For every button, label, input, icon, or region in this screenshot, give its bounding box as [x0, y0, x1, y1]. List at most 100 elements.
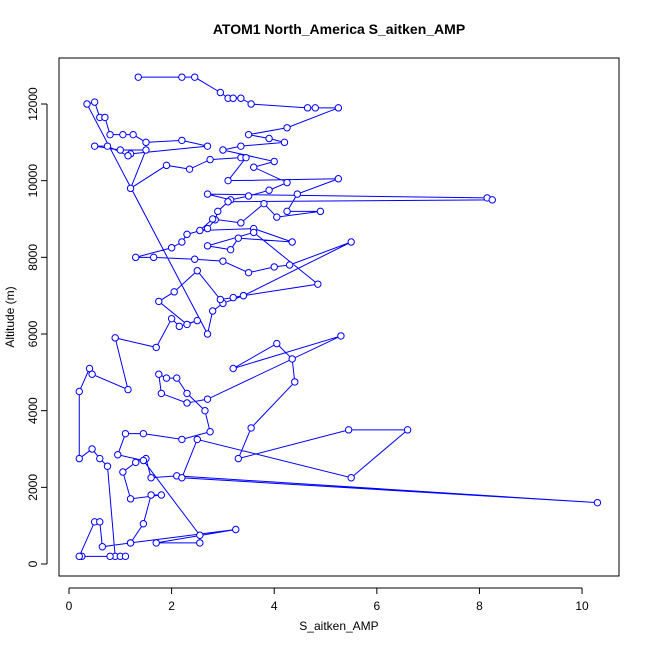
point — [291, 378, 299, 386]
point — [106, 130, 114, 139]
point — [203, 242, 212, 250]
point — [273, 213, 281, 221]
point — [237, 219, 245, 227]
point — [234, 234, 243, 242]
point — [178, 474, 186, 482]
point — [142, 138, 150, 147]
point — [124, 152, 132, 160]
point — [314, 280, 322, 288]
point — [237, 142, 245, 150]
point — [142, 146, 150, 154]
point — [98, 543, 107, 551]
point — [196, 226, 204, 235]
y-tick-label: 6000 — [26, 320, 40, 347]
point — [126, 495, 135, 503]
point — [334, 104, 343, 112]
point — [121, 429, 130, 438]
point — [75, 552, 83, 561]
point — [173, 374, 181, 382]
point — [124, 385, 132, 394]
point — [203, 395, 212, 403]
point — [196, 531, 204, 539]
point — [283, 207, 291, 216]
point — [214, 207, 222, 216]
point — [175, 322, 184, 331]
point — [193, 316, 201, 325]
point — [85, 364, 94, 373]
point — [157, 491, 166, 499]
point — [203, 224, 212, 233]
point — [293, 190, 302, 198]
point — [237, 94, 245, 102]
point — [178, 435, 186, 444]
point — [147, 474, 155, 482]
point — [232, 525, 240, 534]
point — [119, 468, 127, 476]
point — [152, 343, 160, 352]
point — [347, 474, 355, 482]
point — [244, 130, 253, 139]
point — [250, 228, 258, 237]
point — [132, 253, 140, 262]
point — [183, 399, 191, 407]
x-tick-label: 8 — [476, 599, 483, 613]
point — [316, 207, 325, 216]
point — [183, 389, 191, 398]
x-tick-label: 6 — [373, 599, 380, 613]
point — [157, 389, 166, 398]
x-axis-label: S_aitken_AMP — [299, 619, 378, 633]
point — [201, 406, 209, 415]
point — [170, 288, 178, 296]
chart-title: ATOM1 North_America S_aitken_AMP — [213, 21, 465, 37]
point — [129, 130, 137, 139]
point — [226, 245, 235, 254]
x-tick-label: 10 — [575, 599, 589, 613]
point — [191, 73, 199, 81]
point — [234, 454, 243, 463]
point — [178, 238, 186, 246]
point — [75, 454, 83, 463]
point — [103, 142, 112, 150]
point — [593, 498, 602, 507]
point — [270, 263, 278, 271]
point — [206, 155, 214, 164]
point — [162, 374, 171, 382]
point — [285, 261, 294, 269]
point — [88, 445, 96, 453]
point — [224, 198, 232, 206]
point — [208, 307, 217, 315]
plot-frame — [58, 57, 620, 577]
point — [121, 552, 130, 561]
point — [139, 520, 148, 528]
y-tick-label: 8000 — [26, 244, 40, 271]
point — [191, 255, 199, 263]
point — [265, 186, 273, 194]
point — [208, 215, 217, 223]
point — [90, 142, 99, 150]
point — [303, 104, 312, 112]
point — [96, 454, 104, 463]
point — [149, 253, 158, 262]
point — [185, 165, 194, 173]
point — [216, 295, 225, 304]
point — [247, 424, 255, 432]
y-tick-label: 0 — [26, 560, 40, 567]
y-tick-label: 10000 — [26, 164, 40, 198]
point — [167, 314, 176, 323]
point — [247, 100, 255, 108]
y-tick-label: 12000 — [26, 87, 40, 121]
point — [116, 146, 125, 154]
point — [147, 491, 155, 499]
point — [265, 134, 273, 143]
point — [229, 94, 237, 102]
point — [260, 199, 268, 208]
point — [178, 136, 186, 145]
point — [244, 268, 253, 277]
point — [288, 355, 296, 363]
point — [106, 552, 114, 561]
point — [101, 113, 109, 122]
point — [270, 157, 278, 166]
point — [229, 364, 237, 373]
